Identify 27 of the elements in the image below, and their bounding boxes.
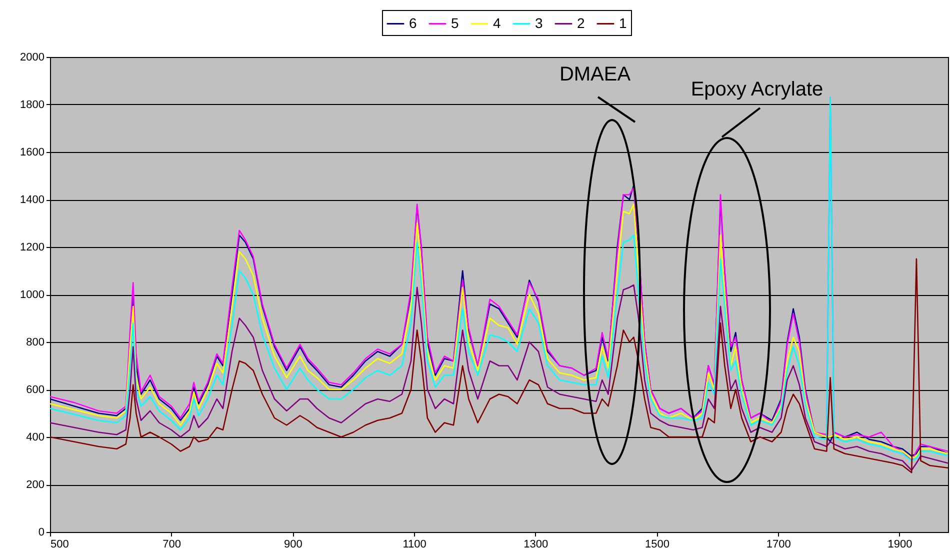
y-tick-label: 800: [26, 336, 44, 348]
legend-label: 6: [409, 14, 417, 31]
y-tick-label: 2000: [20, 52, 44, 64]
y-tick-label: 1800: [20, 99, 44, 111]
y-tick-label: 1600: [20, 146, 44, 158]
y-tick-label: 400: [26, 432, 44, 444]
y-tick-label: 1400: [20, 194, 44, 206]
x-tick-label: 500: [50, 538, 69, 550]
y-tick-label: 200: [26, 479, 44, 491]
legend-label: 5: [451, 14, 459, 31]
annotation: Epoxy Acrylate: [690, 78, 824, 100]
x-tick-label: 1900: [888, 538, 912, 550]
legend-label: 1: [619, 14, 627, 31]
y-tick-label: 0: [38, 526, 44, 538]
x-tick-label: 1100: [402, 538, 426, 550]
x-tick-label: 900: [284, 538, 302, 550]
y-tick-label: 1200: [20, 242, 44, 254]
x-tick-label: 1500: [645, 538, 670, 550]
x-tick-label: 1700: [766, 538, 791, 550]
legend-label: 4: [493, 14, 501, 31]
legend-label: 3: [535, 14, 543, 31]
annotation: DMAEA: [559, 63, 632, 86]
legend-label: 2: [577, 14, 585, 31]
y-tick-label: 1000: [20, 289, 44, 301]
y-tick-label: 600: [26, 384, 44, 396]
x-tick-label: 1300: [524, 538, 548, 550]
x-tick-label: 700: [162, 538, 182, 550]
